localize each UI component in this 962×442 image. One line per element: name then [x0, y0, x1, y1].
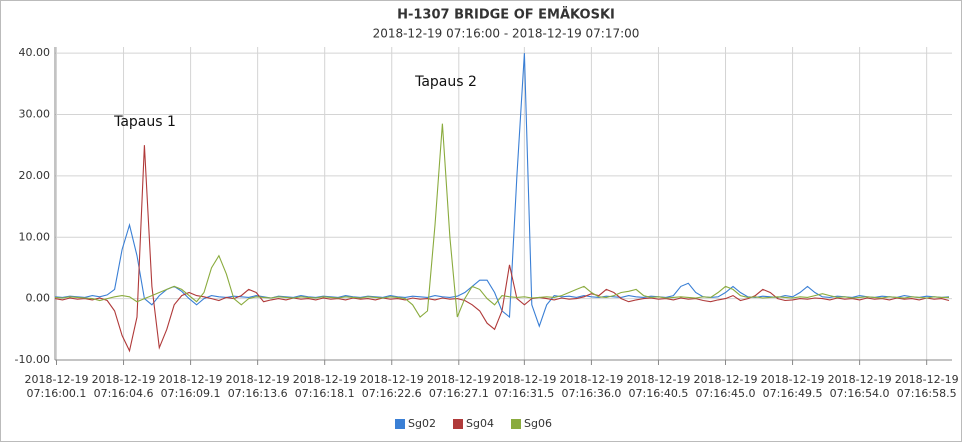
- legend-swatch: [395, 419, 405, 429]
- x-tick-label: 2018-12-19 07:16:40.5: [626, 373, 691, 400]
- series-line: [54, 145, 950, 353]
- legend-swatch: [453, 419, 463, 429]
- x-tick-label: 2018-12-19 07:16:09.1: [158, 373, 223, 400]
- annotation: Tapaus 2: [414, 74, 477, 90]
- x-tick-label: 2018-12-19 07:16:04.6: [91, 373, 156, 400]
- x-tick-label: 2018-12-19 07:16:45.0: [693, 373, 758, 400]
- x-tick-label: 2018-12-19 07:16:54.0: [827, 373, 892, 400]
- x-tick-label: 2018-12-19 07:16:31.5: [492, 373, 557, 400]
- x-tick-label: 2018-12-19 07:16:22.6: [359, 373, 424, 400]
- series-line: [54, 123, 949, 318]
- legend-label: Sg04: [466, 417, 494, 430]
- y-tick-label: 10.00: [19, 230, 51, 243]
- x-tick-label: 2018-12-19 07:16:18.1: [292, 373, 357, 400]
- legend-swatch: [511, 419, 521, 429]
- y-tick-label: 0.00: [26, 292, 51, 305]
- x-tick-label: 2018-12-19 07:16:58.5: [894, 373, 959, 400]
- chart-subtitle: 2018-12-19 07:16:00 - 2018-12-19 07:17:0…: [373, 27, 640, 41]
- x-tick-label: 2018-12-19 07:16:36.0: [559, 373, 624, 400]
- x-tick-label: 2018-12-19 07:16:27.1: [426, 373, 491, 400]
- y-tick-label: 20.00: [19, 169, 51, 182]
- chart-title: H-1307 BRIDGE OF EMÄKOSKI: [397, 7, 615, 23]
- legend-label: Sg02: [408, 417, 436, 430]
- legend-label: Sg06: [524, 417, 552, 430]
- y-tick-label: -10.00: [15, 353, 50, 366]
- y-tick-label: 30.00: [19, 108, 51, 121]
- y-tick-label: 40.00: [19, 46, 51, 59]
- x-tick-label: 2018-12-19 07:16:49.5: [760, 373, 825, 400]
- annotation: Tapaus 1: [113, 114, 176, 130]
- x-tick-label: 2018-12-19 07:16:13.6: [225, 373, 290, 400]
- x-tick-label: 2018-12-19 07:16:00.1: [24, 373, 89, 400]
